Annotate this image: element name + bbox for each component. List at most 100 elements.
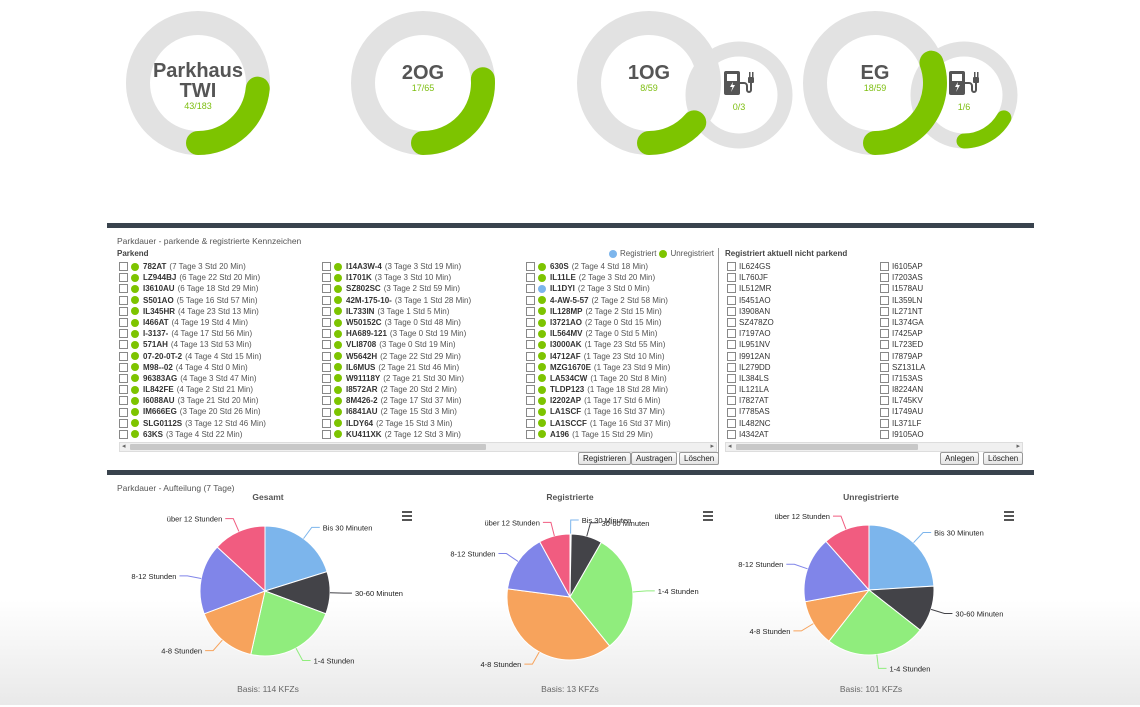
select-checkbox[interactable] [322, 419, 331, 428]
parking-list-item[interactable]: 571AH(4 Tage 13 Std 53 Min) [119, 339, 266, 350]
registered-list-item[interactable]: IL512MR [727, 283, 774, 294]
select-checkbox[interactable] [880, 363, 889, 372]
parking-list-item[interactable]: I8572AR(2 Tage 20 Std 2 Min) [322, 384, 471, 395]
select-checkbox[interactable] [322, 430, 331, 439]
select-checkbox[interactable] [880, 307, 889, 316]
parking-list-item[interactable]: I1701K(3 Tage 3 Std 10 Min) [322, 272, 471, 283]
registered-list-item[interactable]: IL279DD [727, 362, 774, 373]
select-checkbox[interactable] [322, 374, 331, 383]
select-checkbox[interactable] [880, 262, 889, 271]
scroll-left-icon[interactable]: ◂ [122, 442, 126, 450]
parking-list-item[interactable]: A196(1 Tage 15 Std 29 Min) [526, 429, 671, 440]
registered-list-item[interactable]: IL121LA [727, 384, 774, 395]
legend-unregistered[interactable]: Unregistriert [670, 249, 714, 258]
parking-list-item[interactable]: IL6MUS(2 Tage 21 Std 46 Min) [322, 362, 471, 373]
select-checkbox[interactable] [526, 396, 535, 405]
select-checkbox[interactable] [322, 396, 331, 405]
parking-list-item[interactable]: 42M-175-10-(3 Tage 1 Std 28 Min) [322, 295, 471, 306]
select-checkbox[interactable] [322, 352, 331, 361]
delete-registered-button[interactable]: Löschen [983, 452, 1023, 465]
registered-list-item[interactable]: IL624GS [727, 261, 774, 272]
select-checkbox[interactable] [880, 273, 889, 282]
parking-list-item[interactable]: IL842FE(4 Tage 2 Std 21 Min) [119, 384, 266, 395]
select-checkbox[interactable] [880, 318, 889, 327]
select-checkbox[interactable] [727, 307, 736, 316]
select-checkbox[interactable] [727, 408, 736, 417]
parking-list-item[interactable]: MZG1670E(1 Tage 23 Std 9 Min) [526, 362, 671, 373]
registered-list-item[interactable]: I5451AO [727, 295, 774, 306]
registered-list-item[interactable]: I7197AO [727, 328, 774, 339]
scroll-right-icon[interactable]: ▸ [710, 442, 714, 450]
select-checkbox[interactable] [880, 419, 889, 428]
scrollbar-thumb[interactable] [736, 444, 918, 450]
registered-list-item[interactable]: IL745KV [880, 395, 925, 406]
parking-list-item[interactable]: TLDP123(1 Tage 18 Std 28 Min) [526, 384, 671, 395]
parking-list-item[interactable]: 63KS(3 Tage 4 Std 22 Min) [119, 429, 266, 440]
select-checkbox[interactable] [727, 430, 736, 439]
select-checkbox[interactable] [880, 296, 889, 305]
registered-list-item[interactable]: IL951NV [727, 339, 774, 350]
parking-list-item[interactable]: SLG0112S(3 Tage 12 Std 46 Min) [119, 418, 266, 429]
parking-list-item[interactable]: 07-20-0T-2(4 Tage 4 Std 15 Min) [119, 351, 266, 362]
registered-list-item[interactable]: IL374GA [880, 317, 925, 328]
select-checkbox[interactable] [119, 307, 128, 316]
register-button[interactable]: Registrieren [578, 452, 631, 465]
select-checkbox[interactable] [526, 352, 535, 361]
select-checkbox[interactable] [119, 408, 128, 417]
parking-list-item[interactable]: I3610AU(6 Tage 18 Std 29 Min) [119, 283, 266, 294]
not-parking-horizontal-scrollbar[interactable]: ◂ ▸ [725, 442, 1023, 452]
select-checkbox[interactable] [322, 363, 331, 372]
select-checkbox[interactable] [119, 363, 128, 372]
select-checkbox[interactable] [727, 296, 736, 305]
select-checkbox[interactable] [880, 374, 889, 383]
select-checkbox[interactable] [322, 273, 331, 282]
parking-list-item[interactable]: W50152C(3 Tage 0 Std 48 Min) [322, 317, 471, 328]
parking-list-item[interactable]: 96383AG(4 Tage 3 Std 47 Min) [119, 373, 266, 384]
parking-list-item[interactable]: IL564MV(2 Tage 0 Std 5 Min) [526, 328, 671, 339]
parking-list-item[interactable]: IL1DYI(2 Tage 3 Std 0 Min) [526, 283, 671, 294]
registered-list-item[interactable]: IL271NT [880, 306, 925, 317]
chart-menu-icon[interactable] [1004, 511, 1014, 523]
select-checkbox[interactable] [322, 307, 331, 316]
select-checkbox[interactable] [322, 296, 331, 305]
parking-list-item[interactable]: IL128MP(2 Tage 2 Std 15 Min) [526, 306, 671, 317]
registered-list-item[interactable]: I7785AS [727, 406, 774, 417]
parking-list-item[interactable]: 782AT(7 Tage 3 Std 20 Min) [119, 261, 266, 272]
select-checkbox[interactable] [880, 396, 889, 405]
registered-list-item[interactable]: IL371LF [880, 418, 925, 429]
parking-list-item[interactable]: LA1SCCF(1 Tage 16 Std 37 Min) [526, 418, 671, 429]
select-checkbox[interactable] [119, 396, 128, 405]
parking-list-item[interactable]: W5642H(2 Tage 22 Std 29 Min) [322, 351, 471, 362]
parking-list-item[interactable]: I4712AF(1 Tage 23 Std 10 Min) [526, 351, 671, 362]
select-checkbox[interactable] [526, 419, 535, 428]
parking-list-item[interactable]: I14A3W-4(3 Tage 3 Std 19 Min) [322, 261, 471, 272]
parking-list-item[interactable]: I-3137-(4 Tage 17 Std 56 Min) [119, 328, 266, 339]
parking-horizontal-scrollbar[interactable]: ◂ ▸ [119, 442, 717, 452]
chart-menu-icon[interactable] [402, 511, 412, 523]
select-checkbox[interactable] [119, 430, 128, 439]
registered-list-item[interactable]: IL482NC [727, 418, 774, 429]
select-checkbox[interactable] [322, 408, 331, 417]
parking-list-item[interactable]: 8M426-2(2 Tage 17 Std 37 Min) [322, 395, 471, 406]
parking-list-item[interactable]: S501AO(5 Tage 16 Std 57 Min) [119, 295, 266, 306]
parking-list-item[interactable]: HA689-121(3 Tage 0 Std 19 Min) [322, 328, 471, 339]
registered-list-item[interactable]: I8224AN [880, 384, 925, 395]
create-button[interactable]: Anlegen [940, 452, 979, 465]
select-checkbox[interactable] [727, 284, 736, 293]
select-checkbox[interactable] [119, 318, 128, 327]
select-checkbox[interactable] [119, 340, 128, 349]
parking-list-item[interactable]: SZ802SC(3 Tage 2 Std 59 Min) [322, 283, 471, 294]
checkout-button[interactable]: Austragen [631, 452, 677, 465]
registered-list-item[interactable]: I3908AN [727, 306, 774, 317]
select-checkbox[interactable] [727, 273, 736, 282]
select-checkbox[interactable] [119, 296, 128, 305]
parking-list-item[interactable]: KU411XK(2 Tage 12 Std 3 Min) [322, 429, 471, 440]
select-checkbox[interactable] [880, 340, 889, 349]
registered-list-item[interactable]: I1749AU [880, 406, 925, 417]
select-checkbox[interactable] [526, 262, 535, 271]
registered-list-item[interactable]: IL760JF [727, 272, 774, 283]
registered-list-item[interactable]: I1578AU [880, 283, 925, 294]
select-checkbox[interactable] [526, 363, 535, 372]
parking-list-item[interactable]: W91118Y(2 Tage 21 Std 30 Min) [322, 373, 471, 384]
parking-list-item[interactable]: I6841AU(2 Tage 15 Std 3 Min) [322, 406, 471, 417]
